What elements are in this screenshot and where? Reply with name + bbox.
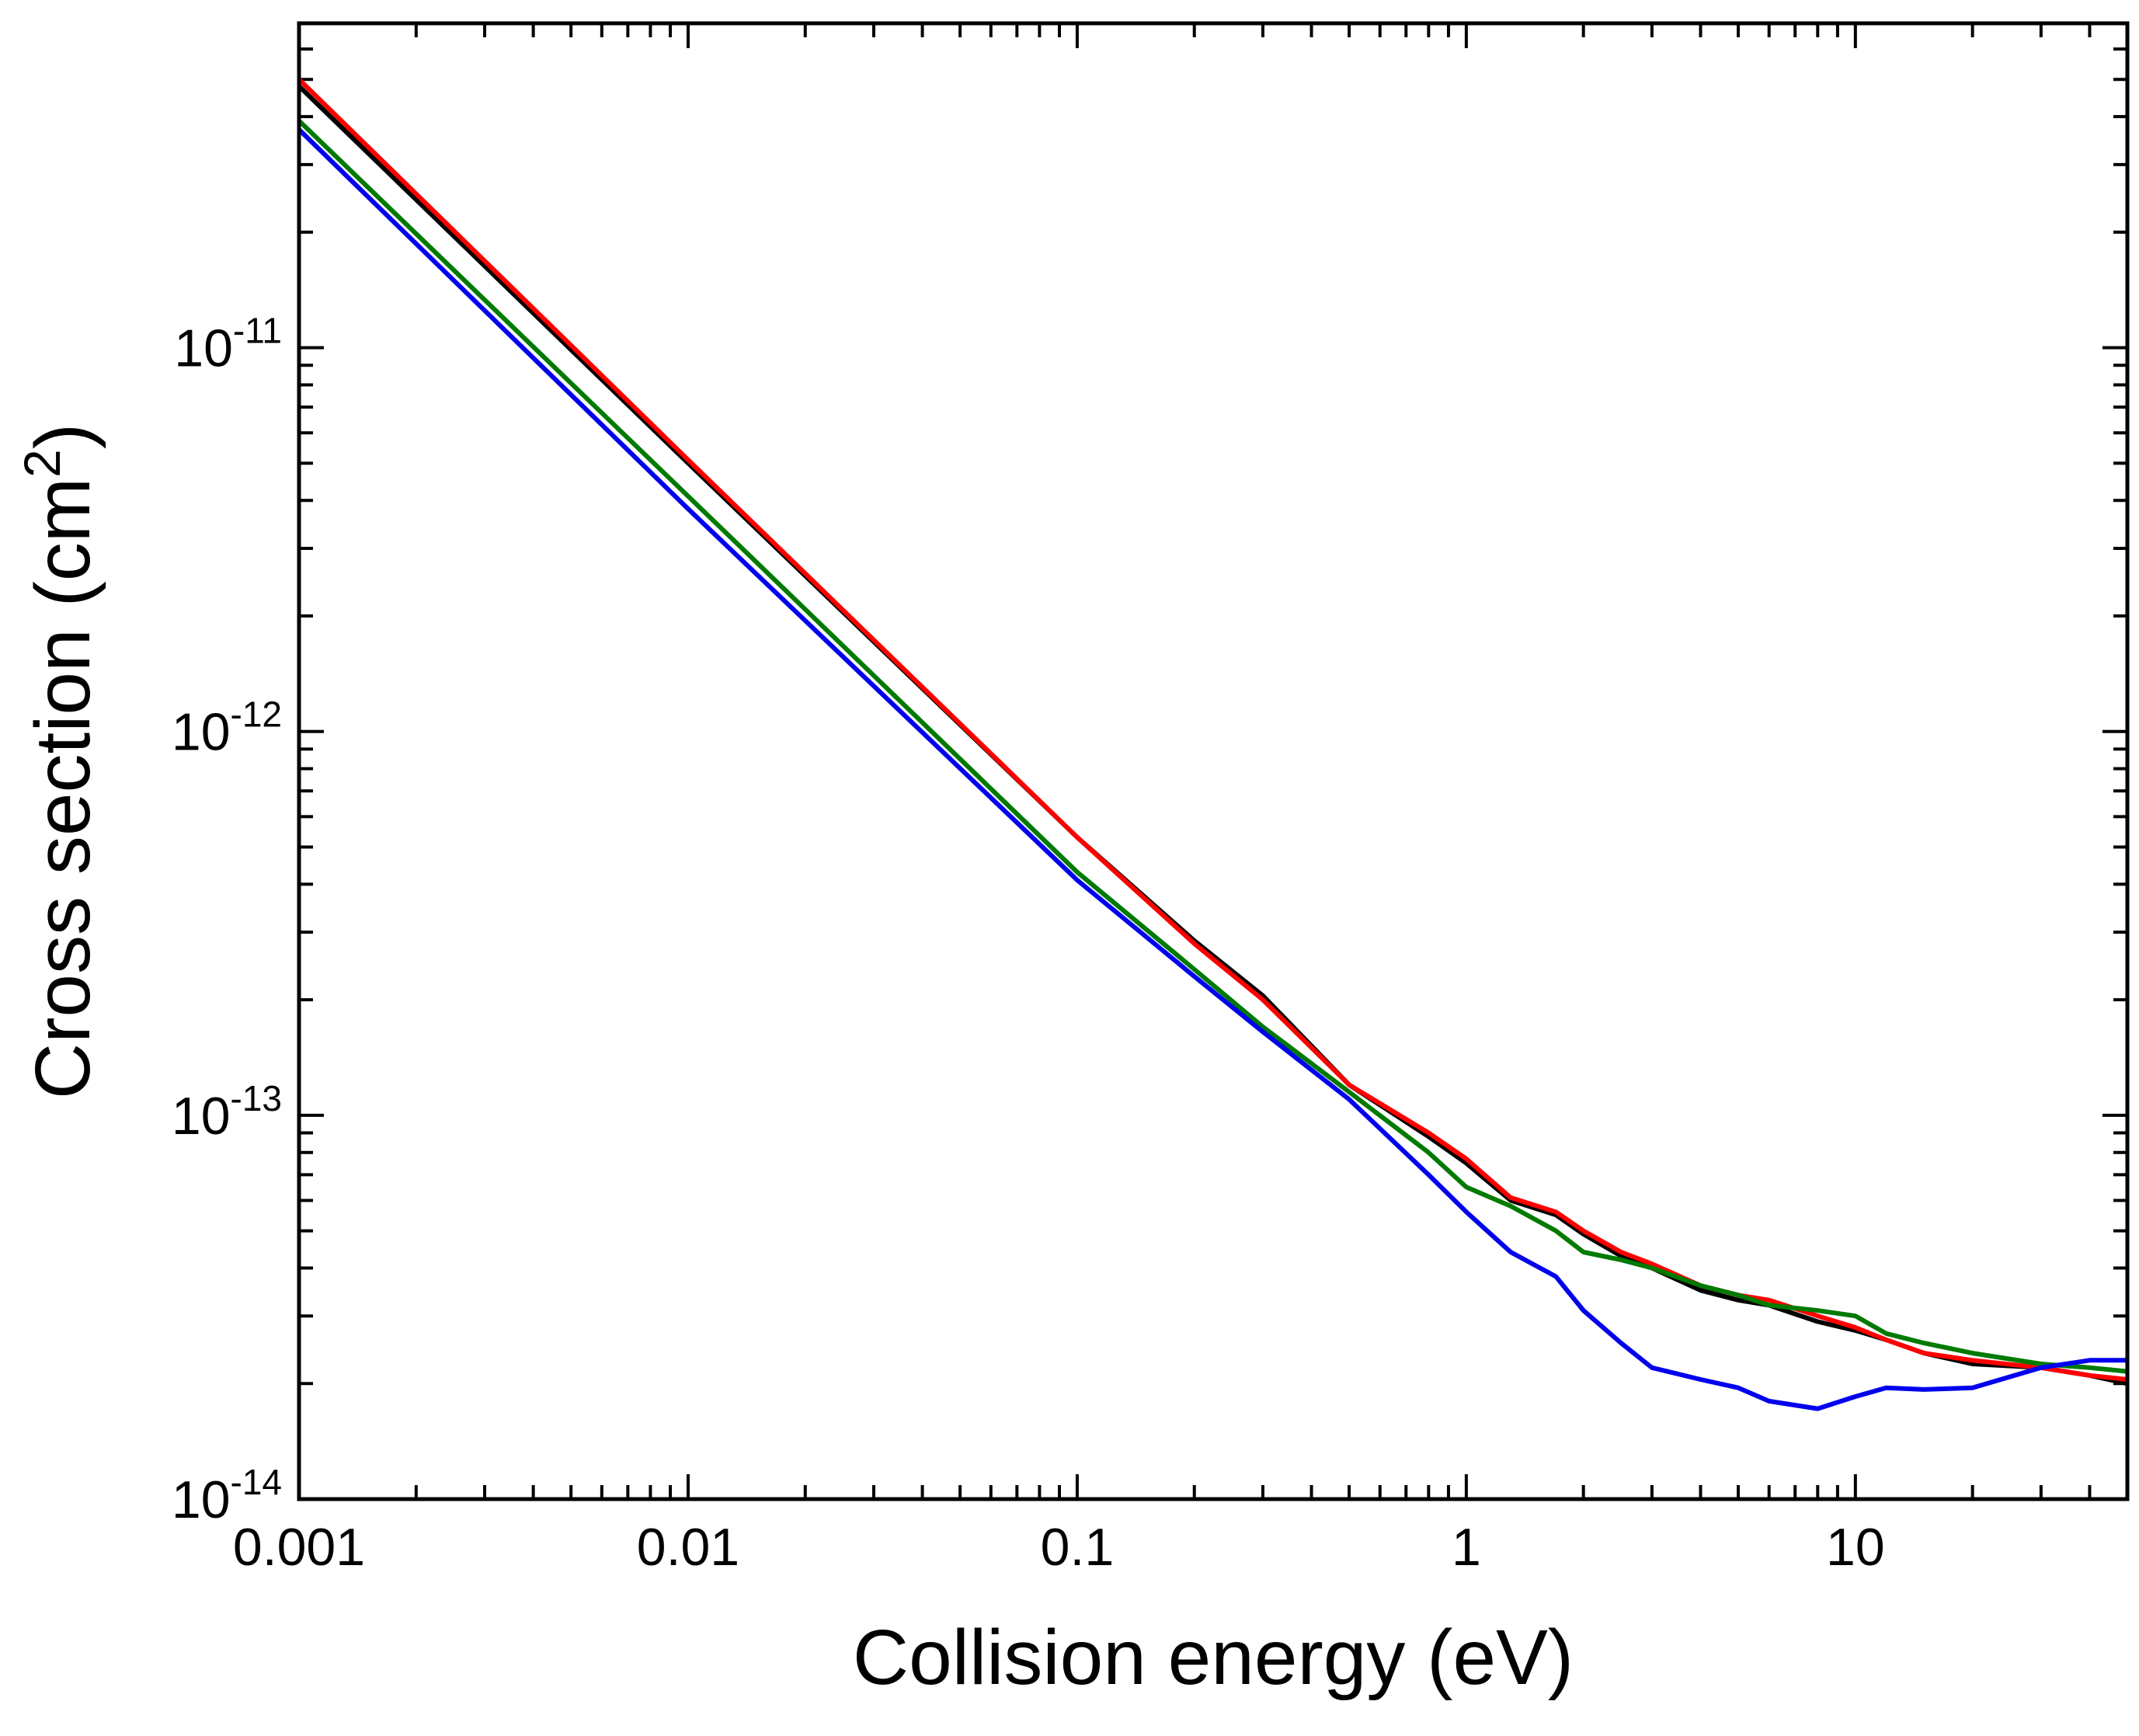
y-tick-label-base: 10: [172, 703, 231, 762]
x-tick-labels: 0.001 0.01 0.1 1 10: [233, 1518, 1885, 1577]
x-tick-label: 0.001: [233, 1518, 365, 1577]
series-line-green: [299, 118, 2127, 1374]
x-tick-label: 10: [1826, 1518, 1885, 1577]
y-tick-label: 10-14: [172, 1462, 282, 1529]
y-axis-title: Cross section (cm2): [13, 423, 106, 1099]
y-tick-label: 10-12: [172, 694, 282, 762]
y-tick-label-exponent: -13: [231, 1078, 282, 1118]
x-tick-label: 0.1: [1041, 1518, 1115, 1577]
y-tick-label-base: 10: [172, 1470, 231, 1529]
series-line-red: [299, 77, 2127, 1382]
plot-frame: [297, 21, 2130, 1501]
x-axis-title: Collision energy (eV): [853, 1614, 1574, 1701]
y-axis-title-base: Cross section (cm: [19, 478, 106, 1099]
x-tick-label: 1: [1452, 1518, 1481, 1577]
series-line-black: [299, 84, 2127, 1386]
y-tick-label-exponent: -14: [231, 1462, 282, 1502]
y-tick-label-exponent: -11: [233, 311, 282, 351]
y-axis-title-tail: ): [19, 423, 106, 449]
data-series: [299, 77, 2127, 1411]
y-tick-label-base: 10: [174, 319, 233, 378]
y-axis-title-superscript: 2: [13, 449, 71, 478]
x-tick-label: 0.01: [637, 1518, 739, 1577]
y-tick-label: 10-11: [174, 311, 282, 378]
axis-ticks: [297, 22, 2129, 1501]
y-tick-label-exponent: -12: [231, 694, 282, 735]
y-tick-label: 10-13: [172, 1078, 282, 1146]
y-tick-label-base: 10: [172, 1087, 231, 1146]
series-line-blue: [299, 127, 2127, 1411]
